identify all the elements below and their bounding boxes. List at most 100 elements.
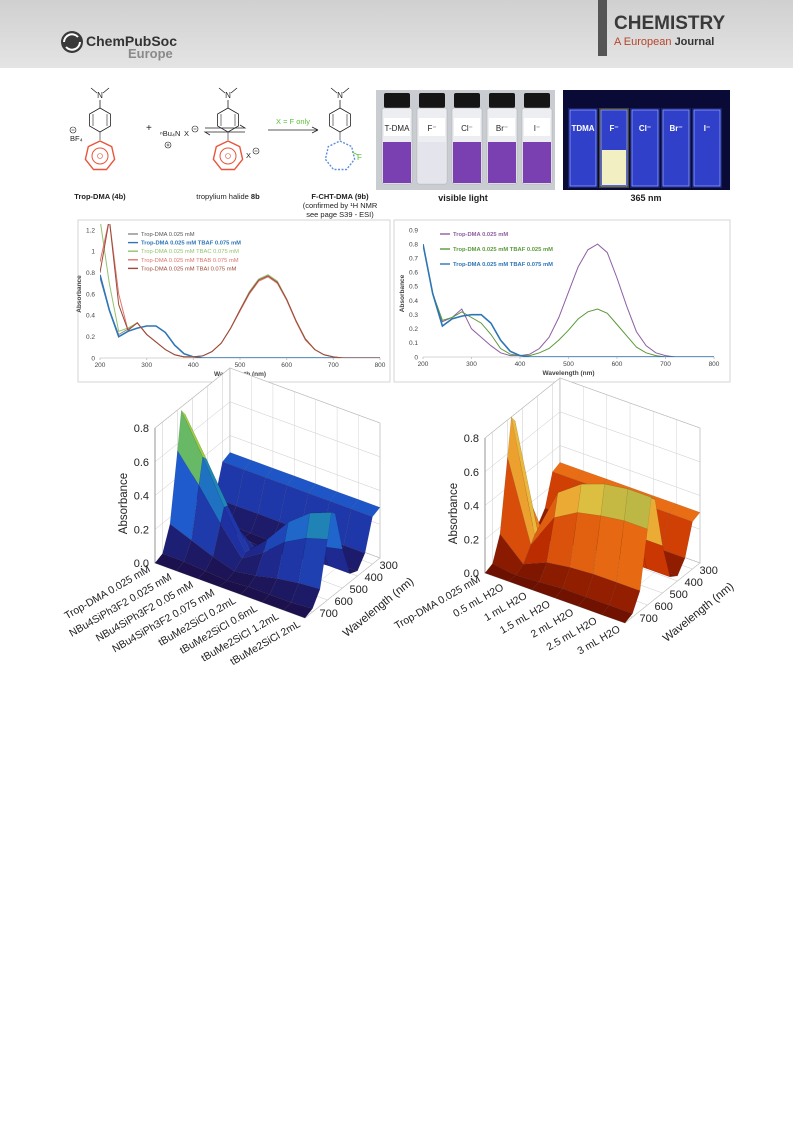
series-line: [423, 243, 714, 357]
intermediate-id: 8b: [251, 192, 260, 201]
methyl-bonds: [90, 87, 110, 108]
y-tick-label: 0.9: [409, 227, 418, 234]
y-tick-label: 0.1: [409, 340, 418, 347]
intermediate-text: tropylium halide: [196, 192, 249, 201]
y-tick-label: 1: [91, 249, 95, 256]
ring-bonds: [332, 114, 348, 140]
x-tick-label: 200: [95, 362, 106, 369]
vial-cap: [524, 93, 550, 108]
surface-patch: [577, 483, 605, 516]
seven-ring: [324, 140, 356, 171]
x-tick-label: 500: [670, 589, 688, 601]
x-tick-label: 500: [563, 361, 574, 368]
y-axis-title: Absorbance: [76, 275, 83, 313]
y-tick-label: 0.3: [409, 312, 418, 319]
y-tick-label: 0.2: [86, 334, 95, 341]
x-tick-label: 700: [320, 608, 338, 620]
c-f-bond: [351, 151, 359, 156]
series-line: [423, 244, 714, 357]
surface-patch: [601, 605, 633, 624]
product-label: F-CHT-DMA (9b): [311, 192, 369, 201]
vial-cap: [454, 93, 480, 108]
y-tick-label: 0.6: [86, 291, 95, 298]
x-tick-label: 400: [188, 362, 199, 369]
y-tick-label: 0.4: [409, 298, 418, 305]
intermediate-label: tropylium halide 8b: [196, 192, 260, 201]
vial-cap: [384, 93, 410, 108]
product-note: (confirmed by ¹H NMR: [303, 201, 378, 210]
legend-label: Trop-DMA 0.025 mM TBAC 0.075 mM: [141, 249, 239, 255]
vial-label: I⁻: [534, 124, 540, 133]
series-line: [100, 274, 380, 358]
y-tick-label: 0.6: [409, 270, 418, 277]
reaction-arrow: [268, 126, 319, 134]
photo-caption: 365 nm: [630, 193, 661, 203]
legend-label: Trop-DMA 0.025 mM TBAF 0.025 mM: [453, 247, 553, 253]
publisher: ChemPubSoc: [86, 33, 177, 49]
vial-tag: [524, 118, 550, 136]
x-tick-label: 600: [655, 601, 673, 613]
vial-label: T-DMA: [385, 124, 411, 133]
surface-patch: [600, 483, 629, 521]
z-tick-label: 0.0: [134, 558, 149, 570]
z-tick-label: 0.0: [464, 568, 479, 580]
atom-n: N: [97, 91, 103, 100]
x-tick-label: 800: [375, 362, 386, 369]
cation-mark: [97, 153, 103, 159]
product-note: see page S39 - ESI): [306, 210, 374, 219]
z-axis-title: Absorbance: [448, 483, 460, 544]
halide: X: [246, 151, 251, 160]
y-tick-label: 0.4: [86, 313, 95, 320]
vial-label: Br⁻: [496, 124, 508, 133]
photo-caption: visible light: [438, 193, 488, 203]
legend-label: Trop-DMA 0.025 mM TBAF 0.075 mM: [453, 262, 553, 268]
charge-plus: [164, 141, 172, 149]
x-tick-label: 300: [466, 361, 477, 368]
category-grid: [624, 428, 701, 624]
reagent: ⁿBu₄N: [160, 129, 180, 138]
ring-bonds: [220, 114, 236, 140]
journal-sub-bold: Journal: [675, 36, 715, 48]
chart-frame: [77, 219, 391, 383]
vial-label: TDMA: [571, 124, 594, 133]
journal-title: CHEMISTRY: [614, 13, 726, 34]
counterion: BF₄: [70, 134, 83, 143]
vial-label: Cl⁻: [461, 124, 473, 133]
x-tick-label: 500: [235, 362, 246, 369]
plus-sign: +: [146, 123, 152, 134]
logo-swirl: [63, 33, 81, 51]
legend-label: Trop-DMA 0.025 mM TBAI 0.075 mM: [141, 266, 237, 272]
vial-label: Br⁻: [669, 124, 682, 133]
vial: [662, 109, 690, 187]
legend-label: Trop-DMA 0.025 mM: [453, 232, 508, 238]
z-tick-label: 0.2: [134, 524, 149, 536]
x-tick-label: 400: [365, 572, 383, 584]
vial-cap: [489, 93, 515, 108]
vial-tag: [489, 118, 515, 136]
x-tick-label: 600: [335, 596, 353, 608]
fluorine: F: [357, 153, 362, 162]
z-tick-label: 0.6: [134, 457, 149, 469]
x-tick-label: 500: [350, 584, 368, 596]
category-grid: [304, 423, 381, 619]
vial: [693, 109, 721, 187]
y-tick-label: 0.5: [409, 284, 418, 291]
condition: X = F only: [276, 117, 310, 126]
x-tick-label: 700: [660, 361, 671, 368]
x-tick-label: 700: [328, 362, 339, 369]
x-tick-label: 700: [640, 613, 658, 625]
methyl-bonds: [218, 87, 238, 108]
legend-label: Trop-DMA 0.025 mM TBAB 0.075 mM: [141, 258, 239, 264]
vial-liquid: [523, 142, 551, 183]
equilibrium-arrows: [203, 124, 247, 136]
methyl-bonds: [330, 87, 350, 108]
z-tick-label: 0.8: [134, 423, 149, 435]
molecule: N: [84, 87, 116, 171]
atom-n: N: [337, 91, 343, 100]
atom-n: N: [225, 91, 231, 100]
charge-minus: [69, 126, 77, 134]
z-tick-label: 0.6: [464, 467, 479, 479]
z-axis-title: Absorbance: [118, 473, 130, 534]
reactant-label: Trop-DMA (4b): [74, 192, 126, 201]
